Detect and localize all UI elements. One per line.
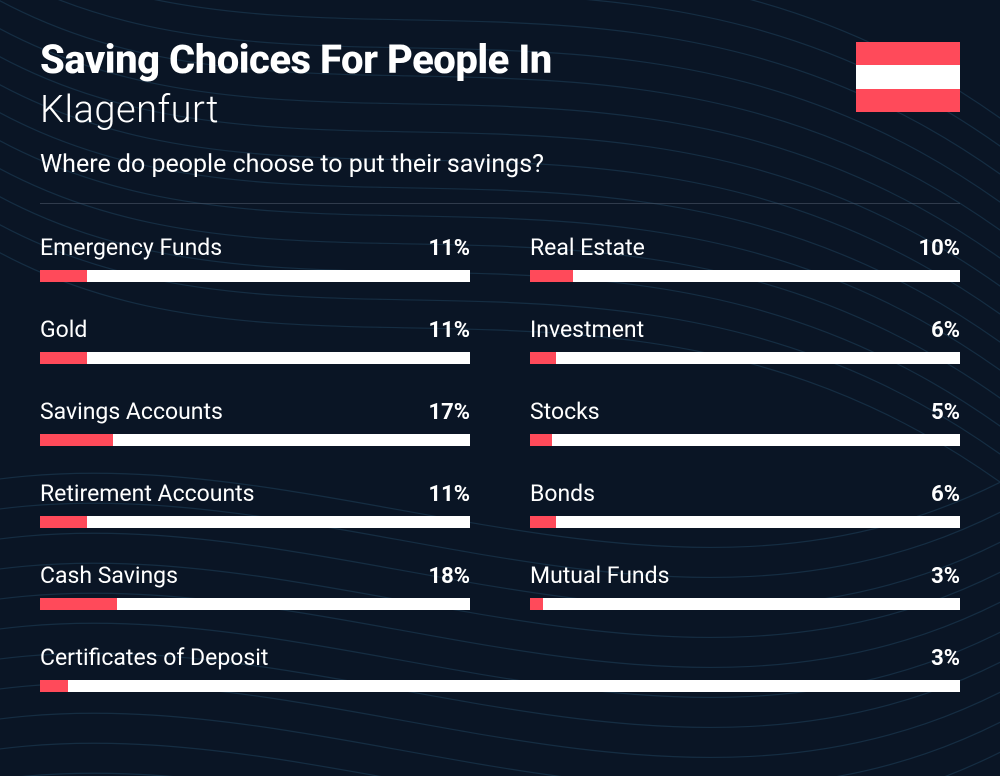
bar-value: 11% [428,236,470,261]
bar-fill [40,434,113,446]
bar-label: Bonds [530,480,595,507]
bar-value: 6% [931,318,960,343]
flag-austria [856,42,960,112]
bar-fill [530,434,552,446]
bar-header: Investment 6% [530,316,960,343]
bar-item: Gold 11% [40,316,470,364]
bar-fill [40,598,117,610]
flag-stripe-top [856,42,960,65]
bar-item: Mutual Funds 3% [530,562,960,610]
bar-fill [40,270,87,282]
bar-value: 3% [931,564,960,589]
bar-track [530,434,960,446]
bar-track [40,352,470,364]
bar-value: 11% [428,482,470,507]
content-container: Saving Choices For People In Klagenfurt … [0,0,1000,692]
bar-label: Mutual Funds [530,562,669,589]
bar-header: Certificates of Deposit 3% [40,644,960,671]
bar-label: Emergency Funds [40,234,222,261]
bar-header: Real Estate 10% [530,234,960,261]
bar-track [40,516,470,528]
bar-track [530,516,960,528]
bar-track [530,270,960,282]
bar-item: Real Estate 10% [530,234,960,282]
bar-label: Savings Accounts [40,398,223,425]
bar-item: Bonds 6% [530,480,960,528]
bar-grid: Emergency Funds 11% Real Estate 10% Gold 11% I… [40,234,960,692]
bar-value: 10% [918,236,960,261]
bar-item: Stocks 5% [530,398,960,446]
bar-label: Real Estate [530,234,645,261]
bar-header: Gold 11% [40,316,470,343]
bar-item: Investment 6% [530,316,960,364]
bar-header: Mutual Funds 3% [530,562,960,589]
bar-track [530,598,960,610]
bar-fill [40,680,68,692]
divider [40,203,960,204]
bar-fill [530,270,573,282]
bar-header: Cash Savings 18% [40,562,470,589]
bar-item: Retirement Accounts 11% [40,480,470,528]
city-name: Klagenfurt [40,88,552,132]
bar-fill [530,352,556,364]
bar-value: 5% [931,400,960,425]
bar-label: Gold [40,316,87,343]
bar-fill [530,598,543,610]
bar-value: 3% [931,646,960,671]
bar-label: Certificates of Deposit [40,644,268,671]
flag-stripe-middle [856,65,960,88]
subtitle: Where do people choose to put their savi… [40,150,960,179]
title-block: Saving Choices For People In Klagenfurt [40,38,552,132]
bar-header: Emergency Funds 11% [40,234,470,261]
bar-label: Cash Savings [40,562,178,589]
bar-item: Emergency Funds 11% [40,234,470,282]
bar-track [40,270,470,282]
bar-value: 11% [428,318,470,343]
bar-track [530,352,960,364]
bar-label: Investment [530,316,644,343]
bar-header: Bonds 6% [530,480,960,507]
bar-fill [40,516,87,528]
bar-fill [40,352,87,364]
bar-label: Retirement Accounts [40,480,255,507]
bar-item: Savings Accounts 17% [40,398,470,446]
bar-item: Cash Savings 18% [40,562,470,610]
bar-value: 18% [428,564,470,589]
bar-track [40,680,960,692]
bar-track [40,434,470,446]
flag-stripe-bottom [856,89,960,112]
bar-header: Savings Accounts 17% [40,398,470,425]
header-row: Saving Choices For People In Klagenfurt [40,38,960,132]
bar-value: 6% [931,482,960,507]
bar-track [40,598,470,610]
bar-item: Certificates of Deposit 3% [40,644,960,692]
bar-header: Retirement Accounts 11% [40,480,470,507]
bar-header: Stocks 5% [530,398,960,425]
bar-label: Stocks [530,398,600,425]
bar-value: 17% [428,400,470,425]
page-title: Saving Choices For People In [40,38,552,82]
bar-fill [530,516,556,528]
